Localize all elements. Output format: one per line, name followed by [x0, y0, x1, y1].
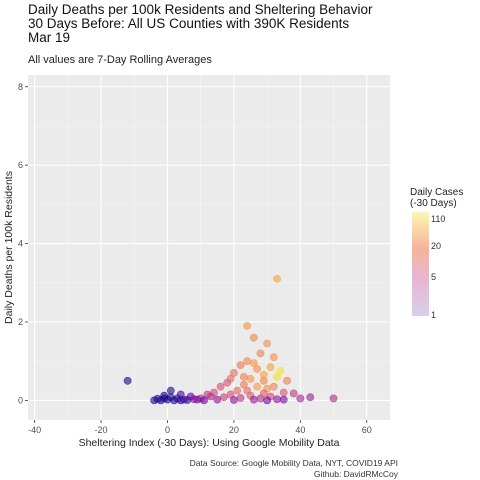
- legend-tick-label: 5: [431, 271, 437, 282]
- plot-panel: [28, 75, 390, 420]
- data-point: [259, 371, 268, 379]
- data-point: [256, 349, 265, 358]
- data-point: [329, 394, 338, 403]
- data-point: [253, 382, 262, 391]
- y-tick-label: 6: [18, 160, 23, 170]
- data-point: [123, 376, 132, 385]
- data-point: [306, 393, 315, 402]
- data-point: [276, 367, 285, 375]
- x-tick-label: 20: [229, 425, 239, 435]
- data-point: [160, 391, 169, 400]
- data-point: [226, 374, 235, 383]
- data-point: [249, 333, 258, 342]
- data-point: [263, 339, 272, 348]
- scatter-plot: -40 -20 0 20 40 60 0 2 4 6 8 Sheltering Index (-30 …: [3, 75, 390, 449]
- chart-subtitle: All values are 7-Day Rolling Averages: [28, 54, 212, 66]
- data-point: [273, 372, 281, 381]
- data-point: [249, 359, 258, 368]
- data-point: [279, 388, 288, 397]
- data-point: [220, 393, 228, 402]
- x-tick-label: 60: [362, 425, 372, 435]
- data-point: [263, 396, 272, 405]
- data-point: [236, 361, 245, 370]
- x-tick-label: 0: [165, 425, 170, 435]
- data-point: [239, 380, 248, 389]
- data-point: [243, 386, 252, 395]
- legend-tick-label: 20: [431, 241, 442, 252]
- legend-tick-label: 110: [431, 214, 446, 225]
- data-point: [216, 382, 225, 391]
- data-point: [246, 374, 255, 383]
- data-point: [279, 395, 288, 404]
- x-tick-label: 40: [295, 425, 305, 435]
- chart-title: Daily Deaths per 100k Residents and Shel…: [28, 2, 373, 45]
- data-point: [230, 369, 238, 377]
- data-point: [176, 390, 185, 399]
- data-point: [253, 365, 262, 373]
- data-point: [273, 395, 281, 404]
- data-point: [283, 376, 291, 385]
- y-axis-label: Daily Deaths per 100k Residents: [3, 171, 15, 324]
- caption-source: Data Source: Google Mobility Data, NYT, …: [189, 458, 398, 468]
- data-point: [239, 372, 248, 381]
- y-tick-label: 4: [18, 239, 23, 249]
- data-point: [166, 386, 175, 395]
- x-tick-label: -40: [28, 425, 41, 435]
- data-point: [296, 394, 305, 403]
- data-point: [230, 396, 238, 404]
- data-point: [186, 392, 195, 401]
- data-point: [269, 353, 278, 362]
- data-point: [236, 394, 245, 402]
- caption-github: Github: DavidRMcCoy: [313, 469, 398, 479]
- data-point: [233, 386, 242, 395]
- legend-title: Daily Cases (-30 Days): [410, 187, 464, 209]
- data-point: [213, 395, 222, 404]
- data-point: [289, 389, 298, 398]
- legend-tick-label: 1: [431, 310, 437, 320]
- data-point: [193, 395, 202, 404]
- x-tick-label: -20: [95, 425, 108, 435]
- data-point: [170, 396, 179, 405]
- data-point: [259, 389, 268, 398]
- data-point: [273, 274, 281, 283]
- data-point: [150, 396, 159, 405]
- y-tick-label: 0: [18, 395, 23, 405]
- y-tick-label: 8: [18, 82, 23, 92]
- data-point: [269, 382, 278, 391]
- data-point: [243, 357, 252, 366]
- legend-colorbar: [412, 212, 429, 316]
- x-axis-label: Sheltering Index (-30 Days): Using Googl…: [79, 437, 340, 449]
- data-point: [249, 395, 258, 404]
- data-point: [266, 363, 275, 371]
- data-point: [200, 396, 208, 405]
- data-point: [243, 322, 252, 330]
- data-point: [206, 392, 215, 401]
- y-tick-label: 2: [18, 317, 23, 327]
